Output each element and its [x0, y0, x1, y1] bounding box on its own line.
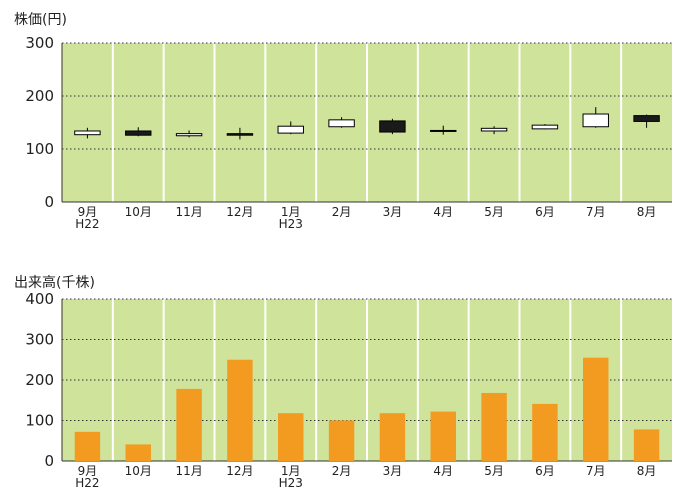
- price-candle-body: [226, 133, 254, 136]
- price-candle-body: [125, 130, 152, 136]
- volume-bar: [379, 413, 406, 461]
- price-candle-body: [74, 130, 101, 136]
- volume-x-tick-label: 8月: [637, 464, 657, 478]
- price-chart-title: 株価(円): [14, 12, 67, 28]
- price-x-tick-sublabel: H22: [75, 217, 99, 231]
- volume-x-tick-label: 3月: [383, 464, 403, 478]
- volume-bar: [430, 411, 456, 461]
- volume-bar: [125, 444, 151, 461]
- price-x-tick-label: 6月: [535, 205, 555, 219]
- volume-x-tick-label: 12月: [226, 464, 253, 478]
- price-y-tick-label: 200: [25, 87, 54, 105]
- price-y-tick-label: 100: [25, 140, 54, 158]
- volume-y-tick-label: 0: [44, 452, 54, 470]
- volume-x-tick-label: 2月: [332, 464, 352, 478]
- price-candle-body: [175, 133, 203, 137]
- volume-bar: [532, 403, 558, 461]
- price-x-tick-label: 2月: [332, 205, 352, 219]
- volume-x-tick-label: 9月: [78, 464, 98, 478]
- volume-x-tick-label: 5月: [484, 464, 504, 478]
- volume-y-tick-label: 200: [25, 371, 54, 389]
- price-x-tick-label: 4月: [433, 205, 453, 219]
- price-candle-body: [582, 113, 609, 128]
- price-candle-body: [633, 115, 660, 122]
- volume-x-tick-label: 10月: [125, 464, 152, 478]
- volume-bar: [583, 357, 609, 461]
- volume-x-tick-label: 1月: [281, 464, 301, 478]
- price-x-tick-label: 3月: [383, 205, 403, 219]
- volume-bar: [227, 359, 253, 461]
- volume-y-tick-label: 100: [25, 412, 54, 430]
- price-candle-body: [531, 124, 559, 130]
- volume-x-tick-sublabel: H22: [75, 476, 99, 490]
- volume-bar: [278, 413, 304, 461]
- volume-bar: [74, 431, 101, 461]
- volume-chart-title: 出来高(千株): [14, 274, 95, 291]
- volume-x-tick-label: 4月: [433, 464, 453, 478]
- price-candle-body: [480, 127, 508, 132]
- price-x-tick-label: 11月: [175, 205, 202, 219]
- volume-x-tick-label: 11月: [175, 464, 202, 478]
- volume-y-tick-label: 400: [25, 290, 54, 308]
- volume-bar: [633, 429, 660, 461]
- price-candle-body: [430, 129, 457, 132]
- volume-x-tick-label: 7月: [586, 464, 606, 478]
- volume-x-tick-sublabel: H23: [279, 476, 303, 490]
- price-candle-body: [379, 120, 406, 133]
- price-candle-body: [277, 125, 304, 134]
- volume-y-tick-label: 300: [25, 331, 54, 349]
- volume-bar: [176, 388, 202, 461]
- price-x-tick-label: 7月: [586, 205, 606, 219]
- price-y-tick-label: 300: [25, 34, 54, 52]
- price-x-tick-label: 12月: [226, 205, 253, 219]
- price-x-tick-label: 1月: [281, 205, 301, 219]
- price-x-tick-label: 8月: [637, 205, 657, 219]
- price-x-tick-label: 10月: [125, 205, 152, 219]
- price-x-tick-sublabel: H23: [279, 217, 303, 231]
- price-y-tick-label: 0: [44, 193, 54, 211]
- price-x-tick-label: 5月: [484, 205, 504, 219]
- volume-bar: [328, 420, 355, 461]
- price-candle-body: [328, 119, 355, 128]
- volume-bar: [481, 392, 507, 461]
- volume-x-tick-label: 6月: [535, 464, 555, 478]
- price-x-tick-label: 9月: [78, 205, 98, 219]
